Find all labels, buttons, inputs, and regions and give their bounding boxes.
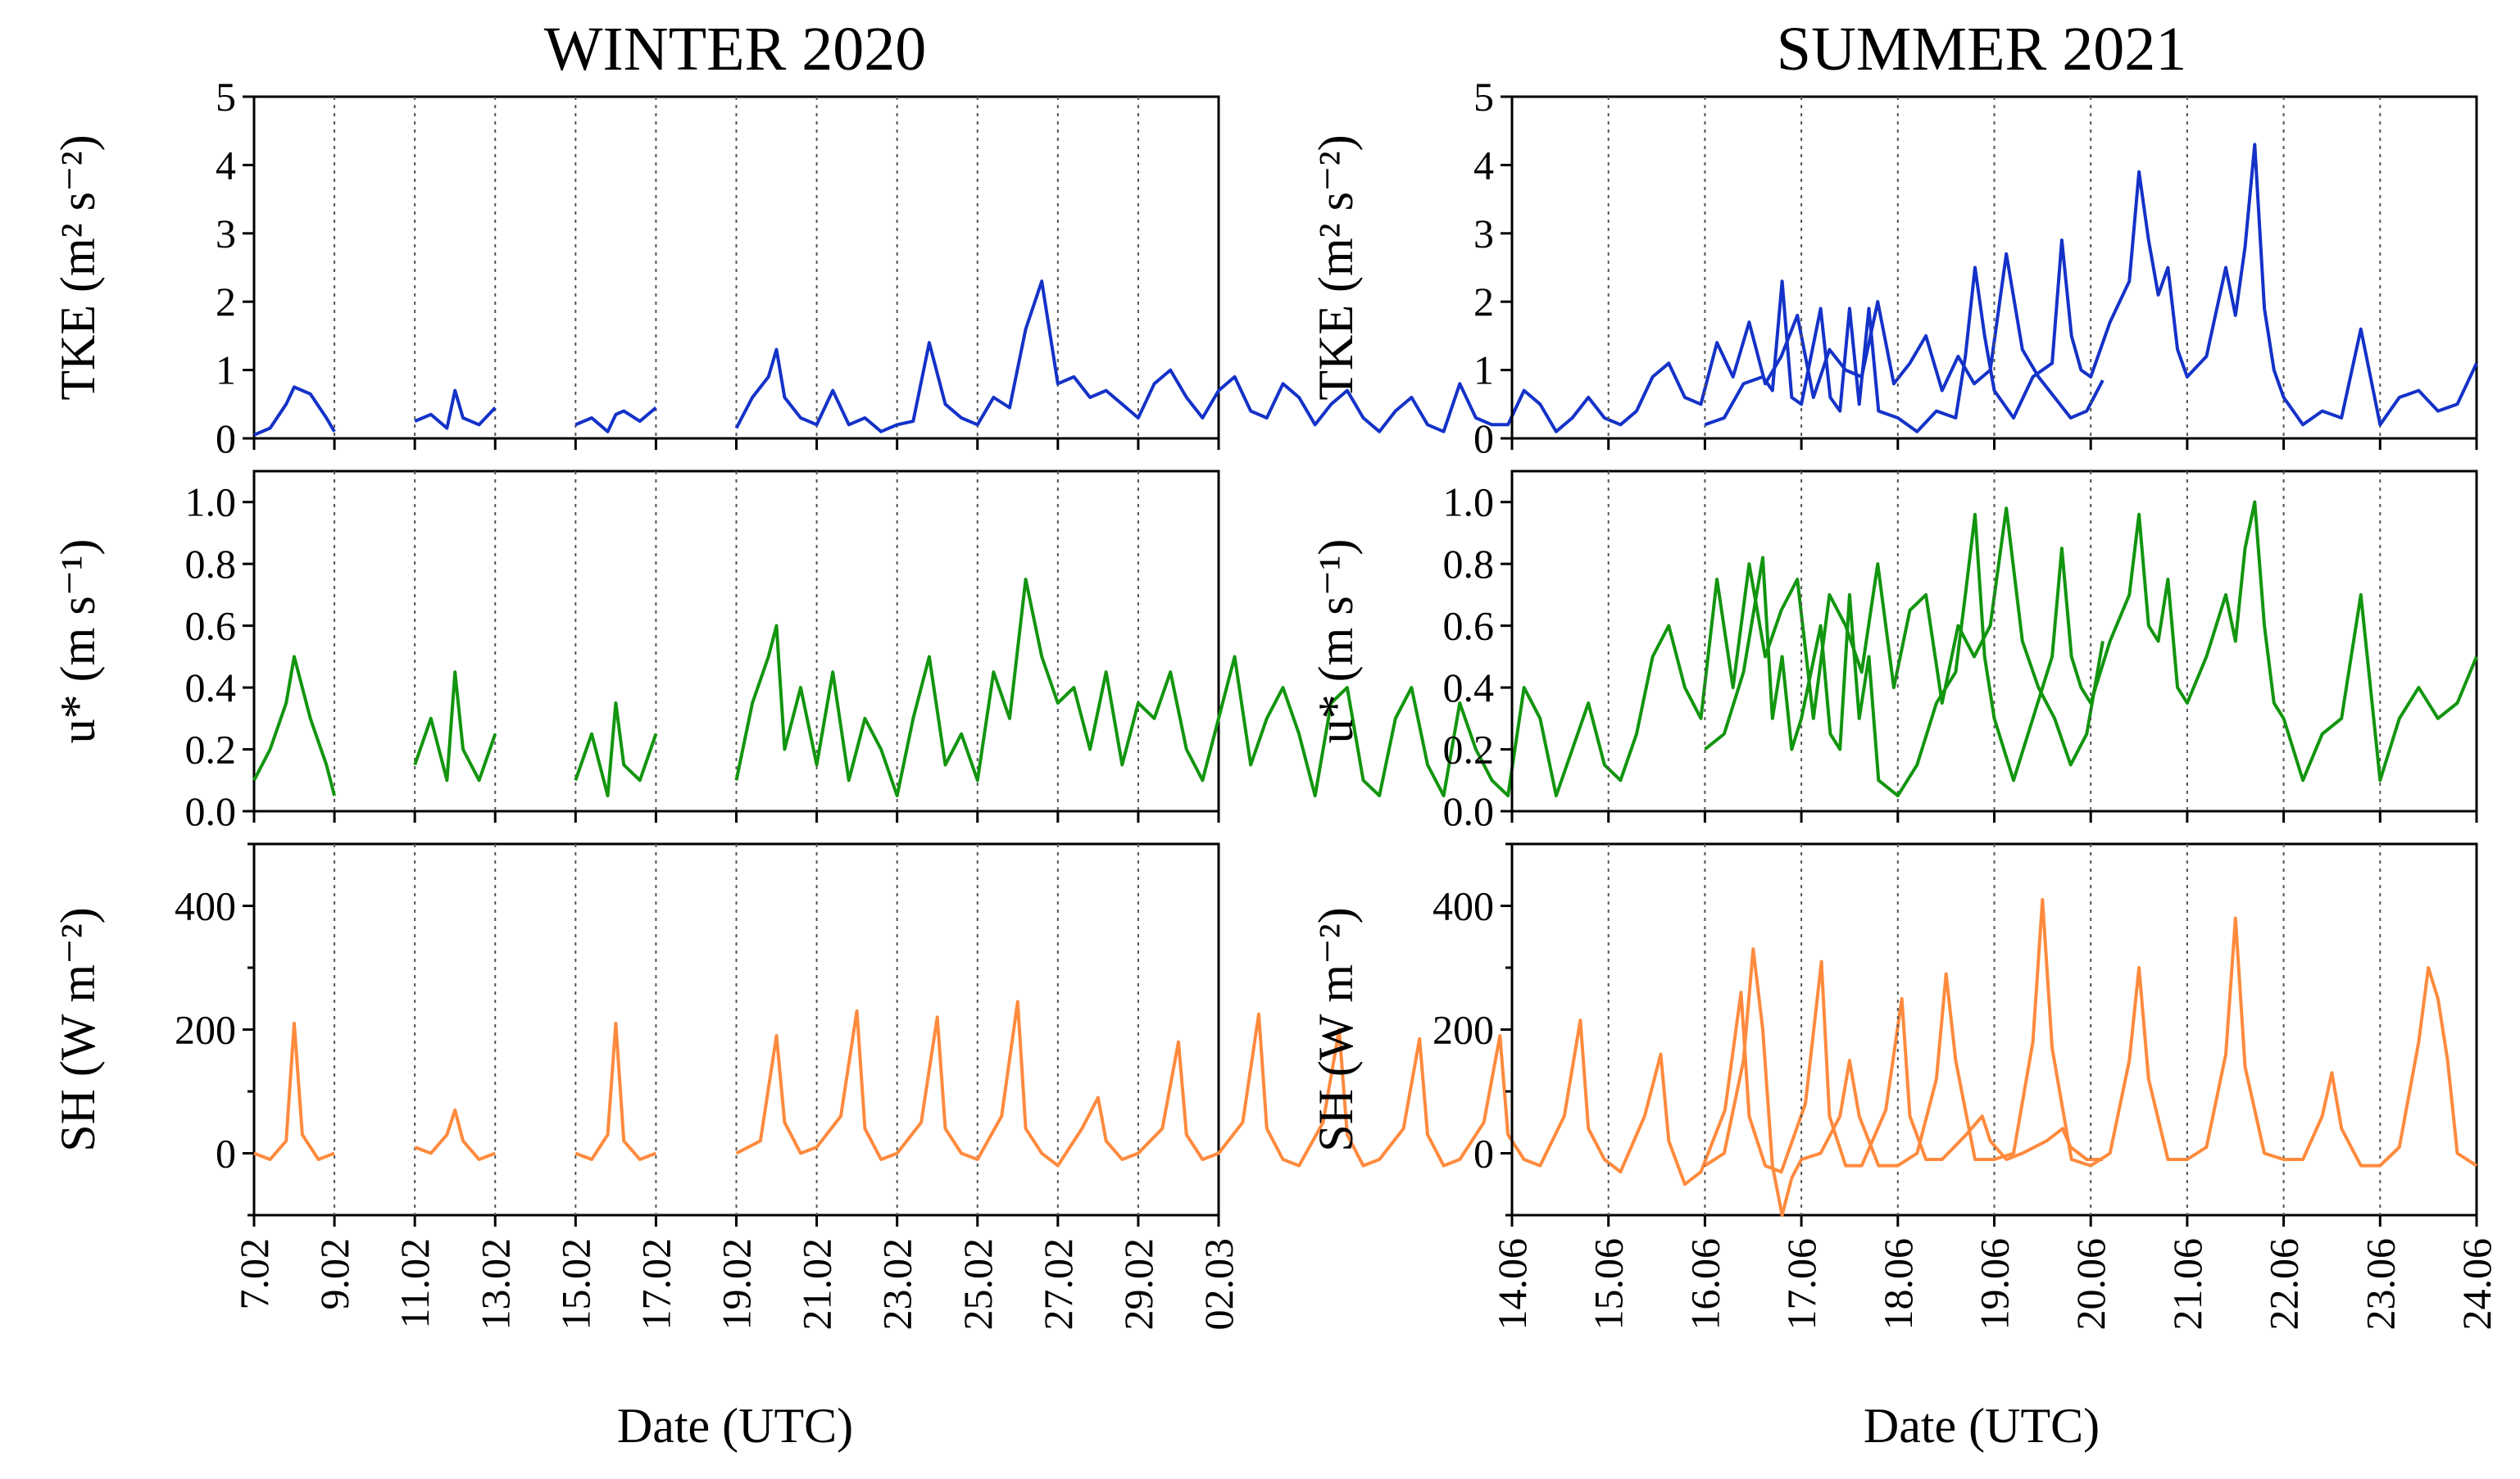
- series-line-ustar: [574, 701, 658, 798]
- y-tick-label: 5: [216, 74, 236, 120]
- y-tick-label: 200: [175, 1007, 236, 1053]
- y-tick-label: 0.6: [1443, 603, 1495, 649]
- x-tick-label: 16.06: [1682, 1238, 1728, 1331]
- series-line-sh: [253, 1022, 335, 1161]
- series-line-sh: [414, 1108, 497, 1161]
- x-tick-label: 17.02: [633, 1238, 679, 1331]
- y-tick-label: 2: [216, 279, 236, 324]
- y-tick-label: 2: [1473, 279, 1494, 324]
- y-tick-label: 0: [1473, 415, 1494, 461]
- x-tick-label: 11.02: [392, 1238, 438, 1329]
- y-tick-label: 0.0: [185, 788, 237, 834]
- x-tick-label: 29.02: [1115, 1238, 1161, 1331]
- y-tick-label: 0.4: [1443, 665, 1495, 710]
- y-tick-label: 3: [1473, 211, 1494, 256]
- x-tick-label: 14.06: [1489, 1238, 1535, 1331]
- y-axis-label-ustar: u* (m s⁻¹): [1309, 539, 1363, 744]
- y-tick-label: 1: [216, 347, 236, 393]
- x-tick-label: 23.06: [2357, 1238, 2403, 1331]
- y-tick-label: 0.0: [1443, 788, 1495, 834]
- x-tick-label: 21.06: [2164, 1238, 2210, 1331]
- x-axis-label-winter: Date (UTC): [617, 1399, 853, 1453]
- x-axis-label-summer: Date (UTC): [1864, 1399, 2100, 1453]
- y-axis-label-sh: SH (W m⁻²): [51, 907, 105, 1152]
- chart-title-winter: WINTER 2020: [544, 15, 926, 84]
- y-tick-label: 0.2: [1443, 727, 1495, 773]
- series-line-ustar: [252, 655, 337, 796]
- y-tick-label: 1.0: [185, 479, 237, 525]
- panel-tke-1: 0 1 2 3 4 5 TKE (m² s⁻²): [1309, 74, 2478, 461]
- series-line-sh: [735, 960, 2103, 1186]
- y-axis-label-sh: SH (W m⁻²): [1309, 907, 1363, 1152]
- x-tick-label: 19.06: [1972, 1238, 2018, 1331]
- x-tick-label: 7.02: [231, 1238, 277, 1310]
- y-tick-label: 3: [216, 211, 236, 256]
- y-tick-label: 1: [1473, 347, 1494, 393]
- panel-ustar-0: 0.0 0.2 0.4 0.6 0.8 1.0 u* (m s⁻¹): [51, 470, 2105, 834]
- x-tick-label: 27.02: [1035, 1238, 1081, 1331]
- series-line-ustar: [734, 506, 2105, 798]
- x-tick-label: 15.02: [552, 1238, 598, 1331]
- y-tick-label: 4: [1473, 142, 1494, 188]
- y-axis-label-tke: TKE (m² s⁻²): [1309, 134, 1363, 400]
- x-tick-label: 22.06: [2261, 1238, 2307, 1331]
- y-tick-label: 400: [175, 883, 236, 929]
- panel-frame: [252, 842, 1220, 1217]
- series-line-ustar: [413, 670, 497, 783]
- x-tick-label: 02.03: [1196, 1238, 1242, 1331]
- charts-layer: 0 1 2 3 4 5 TKE (m² s⁻²) 0.0 0.2 0.4 0.6 0.8 1.0 u* (…: [51, 74, 2500, 1331]
- y-tick-label: 4: [216, 142, 236, 188]
- series-line-tke: [253, 385, 336, 437]
- y-tick-label: 200: [1433, 1007, 1494, 1053]
- y-tick-label: 400: [1433, 883, 1494, 929]
- series-line-tke: [574, 406, 657, 433]
- y-axis-label-tke: TKE (m² s⁻²): [51, 134, 105, 400]
- series-line-sh: [1704, 898, 2478, 1217]
- x-tick-label: 20.06: [2068, 1238, 2114, 1331]
- series-line-sh: [574, 1022, 657, 1161]
- x-tick-label: 23.02: [874, 1238, 920, 1331]
- chart-title-summer: SUMMER 2021: [1777, 15, 2186, 84]
- y-tick-label: 0.8: [185, 541, 237, 587]
- y-tick-label: 0.2: [185, 727, 237, 773]
- y-tick-label: 0.4: [185, 665, 237, 710]
- y-tick-label: 0.8: [1443, 541, 1495, 587]
- x-tick-label: 15.06: [1586, 1238, 1632, 1331]
- panel-tke-0: 0 1 2 3 4 5 TKE (m² s⁻²): [51, 74, 2105, 461]
- x-tick-label: 19.02: [714, 1238, 760, 1331]
- y-tick-label: 1.0: [1443, 479, 1495, 525]
- y-tick-label: 5: [1473, 74, 1494, 120]
- series-line-tke: [734, 252, 2105, 433]
- x-tick-label: 18.06: [1875, 1238, 1921, 1331]
- y-tick-label: 0: [216, 1131, 236, 1177]
- y-axis-label-ustar: u* (m s⁻¹): [51, 539, 105, 744]
- panel-ustar-1: 0.0 0.2 0.4 0.6 0.8 1.0 u* (m s⁻¹): [1309, 470, 2478, 834]
- x-tick-label: 25.02: [955, 1238, 1001, 1331]
- series-line-ustar: [1704, 500, 2478, 798]
- series-line-tke: [1704, 143, 2478, 433]
- x-tick-label: 13.02: [472, 1238, 518, 1331]
- x-tick-label: 21.02: [794, 1238, 840, 1331]
- x-tick-label: 9.02: [311, 1238, 357, 1310]
- x-tick-label: 24.06: [2454, 1238, 2500, 1331]
- panel-sh-0: 0 200 400 SH (W m⁻²): [51, 842, 2103, 1227]
- series-line-tke: [414, 388, 497, 430]
- y-tick-label: 0: [1473, 1131, 1494, 1177]
- panel-sh-1: 0 200 400 SH (W m⁻²): [1309, 842, 2478, 1227]
- y-tick-label: 0: [216, 415, 236, 461]
- y-tick-label: 0.6: [185, 603, 237, 649]
- x-tick-label: 17.06: [1778, 1238, 1824, 1331]
